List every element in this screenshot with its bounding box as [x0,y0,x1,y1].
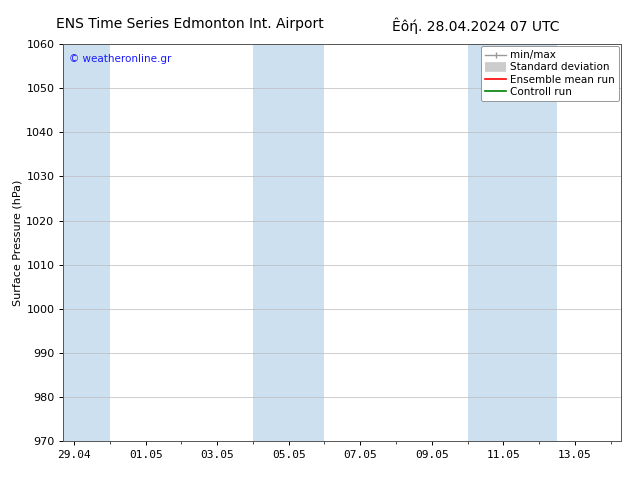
Text: ENS Time Series Edmonton Int. Airport: ENS Time Series Edmonton Int. Airport [56,17,324,31]
Bar [467,44,557,441]
Y-axis label: Surface Pressure (hPa): Surface Pressure (hPa) [12,179,22,306]
Text: Êôή. 28.04.2024 07 UTC: Êôή. 28.04.2024 07 UTC [392,17,559,34]
Bar [63,44,110,441]
Bar [253,44,325,441]
Legend: min/max, Standard deviation, Ensemble mean run, Controll run: min/max, Standard deviation, Ensemble me… [481,46,619,101]
Text: © weatheronline.gr: © weatheronline.gr [69,54,171,64]
